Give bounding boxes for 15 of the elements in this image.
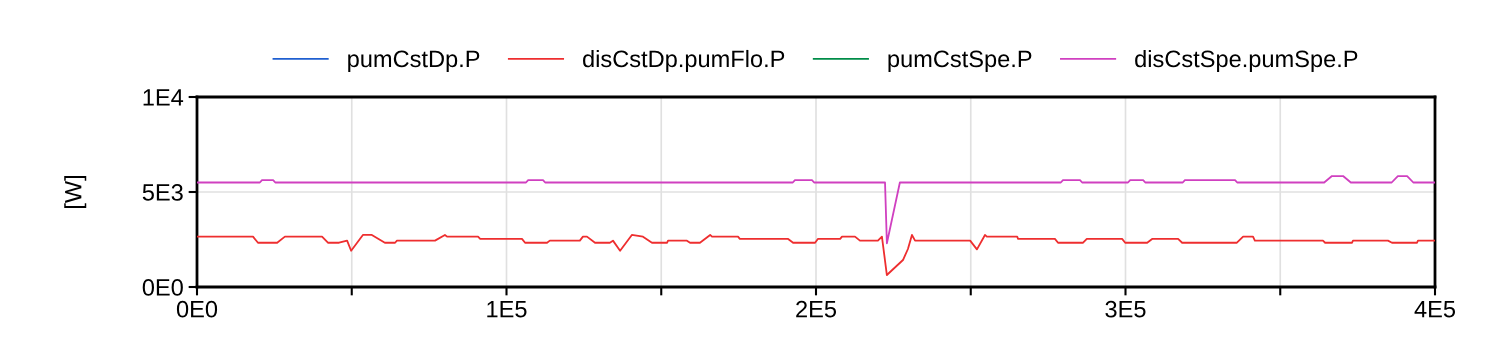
x-tick-label: 2E5 <box>796 300 837 318</box>
line-series <box>197 175 1435 245</box>
legend-label: disCstDp.pumFlo.P <box>583 49 785 72</box>
y-tick-label: 1E4 <box>143 89 184 106</box>
legend-label: pumCstDp.P <box>348 50 480 72</box>
legend-label: pumCstSpe.P <box>888 50 1032 72</box>
y-tick-label: 5E3 <box>142 184 183 201</box>
x-tick-label: 3E5 <box>1105 300 1146 318</box>
x-tick-label: 4E5 <box>1414 301 1456 318</box>
legend-label: disCstSpe.pumSpe.P <box>1135 49 1358 72</box>
y-axis-title: [W] <box>64 175 87 209</box>
line-series <box>197 234 1435 276</box>
x-tick-label: 1E5 <box>487 301 527 318</box>
x-tick-label: 0E0 <box>176 300 218 318</box>
y-tick-label: 0E0 <box>142 279 183 296</box>
